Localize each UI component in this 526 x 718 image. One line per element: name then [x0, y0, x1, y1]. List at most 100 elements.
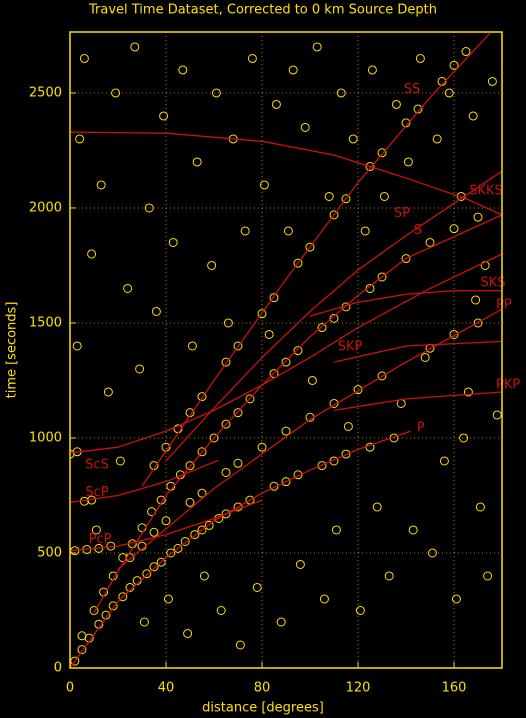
data-point: [180, 536, 190, 546]
data-point: [471, 295, 481, 305]
data-point: [111, 88, 121, 98]
data-point: [475, 502, 485, 512]
data-point: [360, 226, 370, 236]
chart-title: Travel Time Dataset, Corrected to 0 km S…: [88, 3, 437, 18]
data-point: [149, 562, 159, 572]
x-tick-label: 40: [158, 681, 175, 696]
data-point: [70, 656, 80, 666]
phase-curve: [70, 430, 412, 668]
data-point: [427, 548, 437, 558]
phase-label: ScP: [85, 485, 108, 500]
data-point: [221, 509, 231, 519]
data-point: [449, 224, 459, 234]
data-point: [293, 470, 303, 480]
data-point: [271, 99, 281, 109]
phase-label: SKKS: [469, 183, 503, 198]
data-point: [159, 111, 169, 121]
phase-label: P: [417, 421, 425, 436]
data-point: [168, 237, 178, 247]
data-point: [87, 249, 97, 259]
x-tick-label: 80: [254, 681, 271, 696]
data-point: [312, 42, 322, 52]
data-point: [216, 605, 226, 615]
data-point: [101, 610, 111, 620]
data-point: [163, 594, 173, 604]
data-point: [391, 99, 401, 109]
phase-curve: [333, 391, 502, 412]
data-point: [377, 272, 387, 282]
data-point: [223, 318, 233, 328]
data-point: [130, 42, 140, 52]
data-point: [151, 306, 161, 316]
data-point: [173, 543, 183, 553]
data-point: [221, 357, 231, 367]
data-point: [72, 341, 82, 351]
data-point: [377, 148, 387, 158]
data-point: [483, 571, 493, 581]
data-point: [377, 371, 387, 381]
data-point: [295, 559, 305, 569]
data-point: [319, 594, 329, 604]
data-point: [187, 341, 197, 351]
data-point: [329, 313, 339, 323]
phase-label: SS: [404, 82, 421, 97]
data-point: [365, 162, 375, 172]
data-point: [257, 309, 267, 319]
data-point: [144, 203, 154, 213]
phase-curve: [333, 340, 502, 363]
x-tick-label: 0: [66, 681, 74, 696]
data-point: [463, 387, 473, 397]
phase-label: SP: [394, 206, 410, 221]
y-axis-label: time [seconds]: [5, 302, 20, 399]
plot-frame: [69, 31, 503, 669]
data-point: [197, 392, 207, 402]
data-point: [348, 134, 358, 144]
y-tick-label: 2000: [29, 200, 62, 215]
data-point: [449, 60, 459, 70]
data-point: [247, 53, 257, 63]
data-point: [367, 65, 377, 75]
curves: [70, 32, 502, 668]
data-point: [281, 426, 291, 436]
data-point: [372, 502, 382, 512]
data-point: [439, 456, 449, 466]
data-point: [343, 421, 353, 431]
data-point: [336, 88, 346, 98]
data-point: [183, 628, 193, 638]
data-point: [197, 447, 207, 457]
data-point: [355, 605, 365, 615]
phase-label: PP: [496, 298, 512, 313]
data-point: [264, 329, 274, 339]
data-point: [331, 525, 341, 535]
data-point: [211, 88, 221, 98]
data-point: [207, 260, 217, 270]
data-point: [221, 467, 231, 477]
x-axis-label: distance [degrees]: [202, 701, 324, 716]
data-point: [240, 226, 250, 236]
data-point: [178, 65, 188, 75]
data-point: [233, 502, 243, 512]
data-point: [487, 76, 497, 86]
data-point: [293, 258, 303, 268]
phase-curve: [70, 131, 502, 216]
data-point: [77, 631, 87, 641]
x-tick-label: 120: [346, 681, 371, 696]
data-point: [190, 530, 200, 540]
data-point: [401, 254, 411, 264]
data-point: [341, 194, 351, 204]
data-point: [103, 387, 113, 397]
data-point: [75, 134, 85, 144]
data-point: [257, 442, 267, 452]
data-point: [123, 283, 133, 293]
data-point: [115, 456, 125, 466]
phase-label: PcP: [89, 532, 112, 547]
data-point: [161, 516, 171, 526]
data-point: [403, 157, 413, 167]
data-point: [235, 640, 245, 650]
phase-curve: [165, 170, 502, 462]
data-point: [142, 569, 152, 579]
data-point: [204, 520, 214, 530]
data-point: [413, 104, 423, 114]
